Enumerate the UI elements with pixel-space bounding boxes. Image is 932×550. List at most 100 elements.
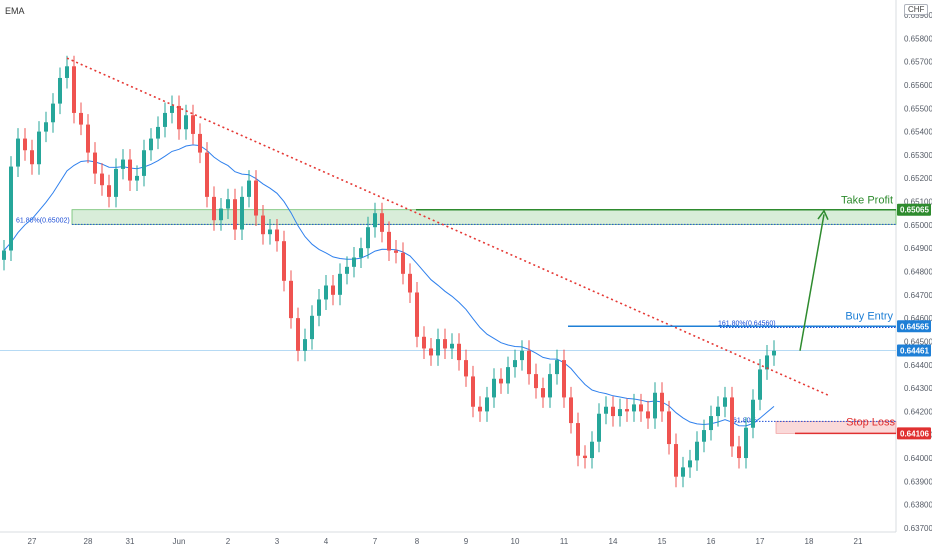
candle-body xyxy=(86,124,90,153)
projection-arrow xyxy=(799,214,825,351)
candle-body xyxy=(527,350,531,375)
candle-body xyxy=(408,273,412,293)
price-tick-label: 0.64400 xyxy=(904,361,932,370)
date-tick-label: 9 xyxy=(464,537,469,546)
candle-body xyxy=(758,369,762,400)
candle-body xyxy=(44,122,48,132)
candle-body xyxy=(471,376,475,407)
candle-body xyxy=(23,138,27,151)
candle-body xyxy=(114,168,118,197)
date-tick-label: 7 xyxy=(373,537,378,546)
candle-body xyxy=(576,423,580,456)
candle-body xyxy=(58,77,62,104)
candle-body xyxy=(191,115,195,134)
candle-body xyxy=(93,152,97,174)
candle-body xyxy=(2,250,6,260)
candle-body xyxy=(79,112,83,125)
candle-body xyxy=(331,285,335,295)
candle-body xyxy=(72,66,76,113)
indicator-label: EMA xyxy=(5,6,25,16)
date-tick-label: 21 xyxy=(854,537,863,546)
candle-body xyxy=(219,208,223,221)
candle-body xyxy=(611,406,615,417)
candle-body xyxy=(457,343,461,361)
price-tag-label: 0.64565 xyxy=(900,322,929,331)
candle-body xyxy=(135,175,139,181)
candle-body xyxy=(464,360,468,377)
candle-body xyxy=(499,378,503,384)
candle-body xyxy=(772,350,776,356)
candle-body xyxy=(653,392,657,419)
candle-body xyxy=(303,339,307,351)
price-tick-label: 0.64600 xyxy=(904,314,932,323)
fib-entry-label: 161.80%(0.64560) xyxy=(718,320,776,327)
candle-body xyxy=(128,159,132,181)
candle-body xyxy=(513,360,517,368)
price-tag-label: 0.64461 xyxy=(900,347,929,356)
candle-body xyxy=(702,430,706,442)
price-tag xyxy=(897,344,931,357)
price-tick-label: 0.65900 xyxy=(904,11,932,20)
price-tick-label: 0.64800 xyxy=(904,267,932,276)
date-tick-label: 8 xyxy=(415,537,420,546)
candle-body xyxy=(373,213,377,228)
candle-body xyxy=(100,173,104,186)
candle-body xyxy=(618,409,622,417)
candle-body xyxy=(730,397,734,447)
candle-body xyxy=(450,343,454,349)
candle-body xyxy=(709,416,713,431)
candle-body xyxy=(583,455,587,459)
date-tick-label: Jun xyxy=(173,537,186,546)
candle-body xyxy=(478,406,482,412)
candle-body xyxy=(674,444,678,477)
fib-left-label: 61.80%(0.65002) xyxy=(16,217,70,224)
candle-body xyxy=(156,126,160,139)
price-tick-label: 0.64000 xyxy=(904,454,932,463)
candle-body xyxy=(142,150,146,176)
price-tick-label: 0.64200 xyxy=(904,407,932,416)
candle-body xyxy=(492,378,496,398)
candle-body xyxy=(751,399,755,428)
candle-body xyxy=(380,213,384,232)
candle-body xyxy=(163,112,167,127)
candle-body xyxy=(254,180,258,216)
date-tick-label: 28 xyxy=(84,537,93,546)
candle-body xyxy=(324,285,328,300)
ema-line xyxy=(3,144,775,427)
candle-body xyxy=(541,388,545,398)
candle-body xyxy=(289,280,293,319)
date-tick-label: 18 xyxy=(805,537,814,546)
candle-body xyxy=(16,138,20,167)
date-tick-label: 14 xyxy=(609,537,618,546)
price-tag xyxy=(897,203,931,216)
candle-body xyxy=(590,441,594,459)
projection-arrowhead xyxy=(817,209,829,221)
candle-body xyxy=(716,406,720,417)
date-tick-label: 17 xyxy=(756,537,765,546)
price-tick-label: 0.65200 xyxy=(904,174,932,183)
candle-body xyxy=(646,411,650,419)
currency-badge[interactable]: CHF xyxy=(904,4,929,15)
date-tick-label: 3 xyxy=(275,537,280,546)
candle-body xyxy=(625,409,629,412)
price-tick-label: 0.65800 xyxy=(904,34,932,43)
candle-body xyxy=(149,138,153,151)
candle-body xyxy=(310,315,314,340)
fib-stop-label: 61.80% xyxy=(733,417,757,424)
candle-body xyxy=(212,196,216,221)
candle-body xyxy=(261,215,265,235)
candle-body xyxy=(737,446,741,459)
candle-body xyxy=(401,252,405,274)
price-tag-label: 0.65065 xyxy=(900,206,929,215)
price-tick-label: 0.65600 xyxy=(904,81,932,90)
candle-body xyxy=(387,231,391,251)
price-tick-label: 0.63800 xyxy=(904,501,932,510)
price-tick-label: 0.64900 xyxy=(904,244,932,253)
price-tag xyxy=(897,427,931,440)
candle-body xyxy=(198,133,202,153)
candle-body xyxy=(534,374,538,389)
price-tick-label: 0.65500 xyxy=(904,104,932,113)
candle-body xyxy=(317,299,321,316)
candle-body xyxy=(394,250,398,253)
